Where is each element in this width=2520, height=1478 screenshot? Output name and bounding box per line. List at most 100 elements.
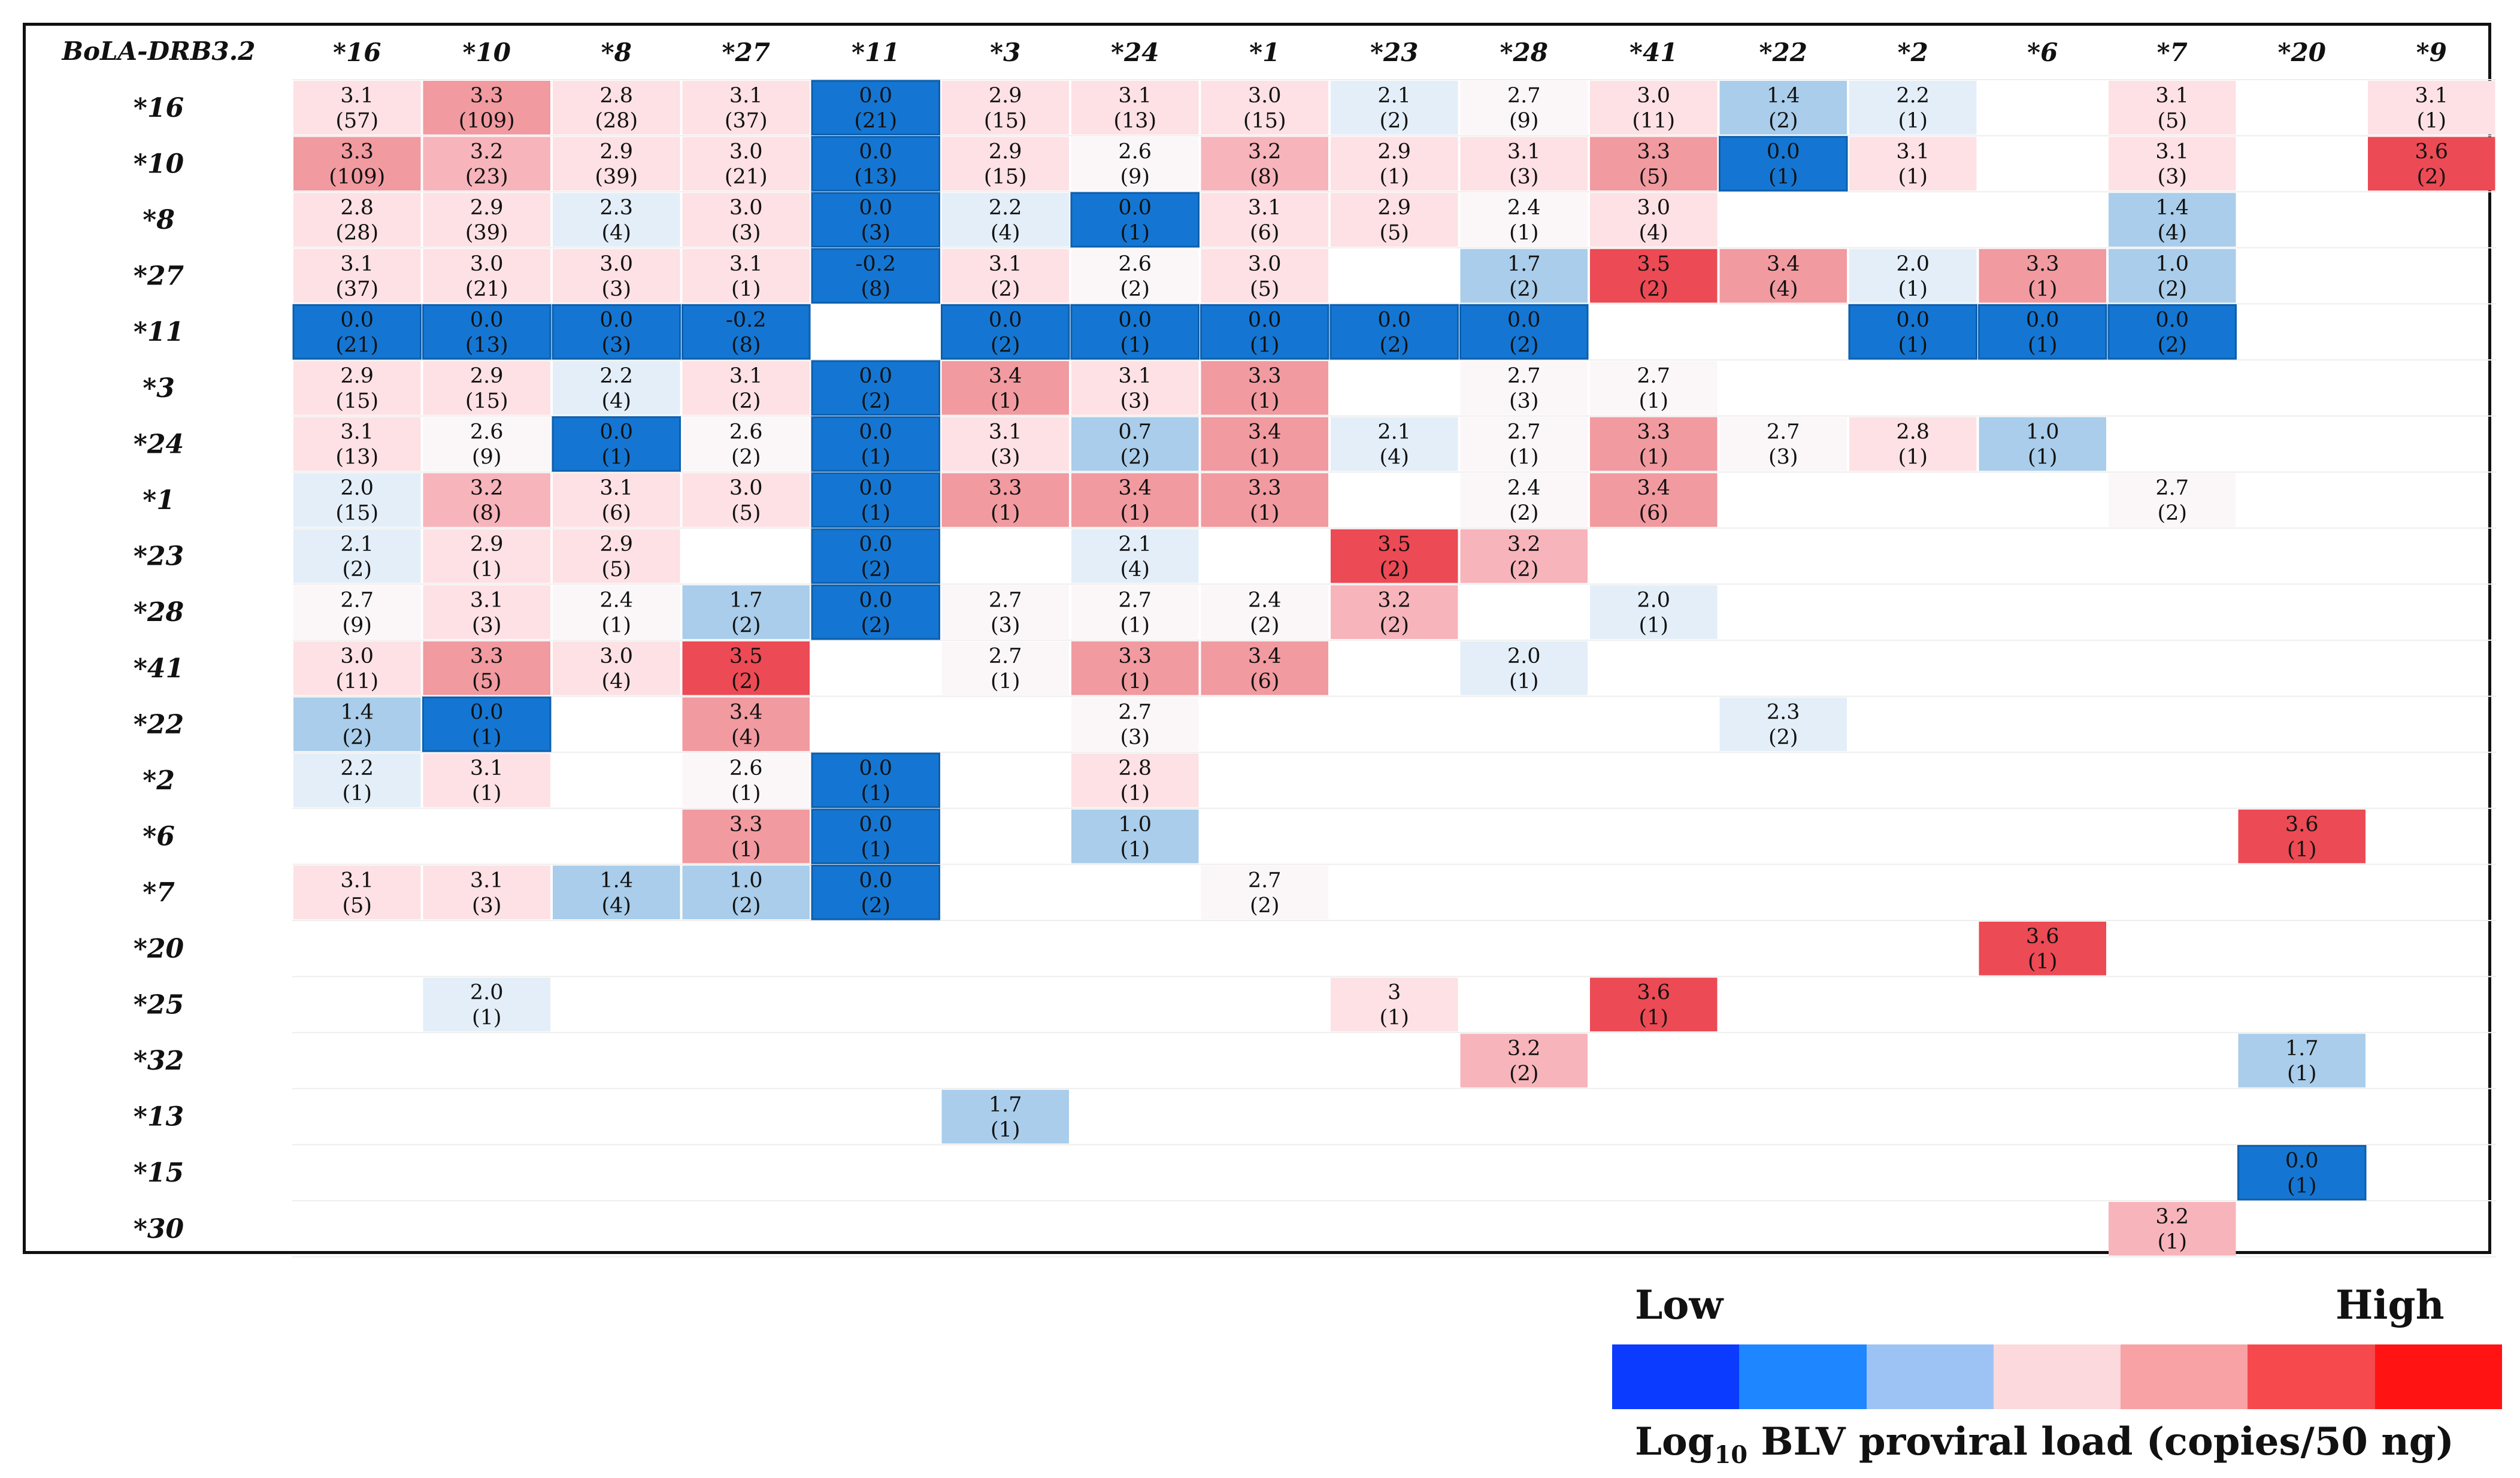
heatmap-cell <box>1331 81 1458 135</box>
column-header: *3 <box>990 38 1020 67</box>
cell-value: 2.8 <box>1118 756 1152 780</box>
heatmap-cell <box>553 529 680 583</box>
cell-value: 0.0 <box>2285 1149 2319 1173</box>
cell-count: (2) <box>1638 277 1668 301</box>
cell-count: (4) <box>2157 221 2187 245</box>
heatmap-cell <box>293 473 421 527</box>
heatmap-cell <box>682 585 810 639</box>
column-header: *10 <box>463 38 511 67</box>
heatmap-cell <box>682 753 810 807</box>
heatmap-cell <box>811 528 940 584</box>
cell-count: (1) <box>472 1006 502 1030</box>
cell-value: 0.0 <box>470 308 504 332</box>
cell-count: (1) <box>1898 165 1928 189</box>
cell-count: (13) <box>854 165 897 189</box>
row-label: *23 <box>134 541 184 572</box>
cell-count: (1) <box>601 613 631 637</box>
cell-value: 3.1 <box>1248 196 1282 220</box>
cell-value: 0.0 <box>470 701 504 725</box>
cell-value: 3.1 <box>340 84 374 108</box>
column-header: *23 <box>1370 38 1418 67</box>
cell-count: (21) <box>465 277 508 301</box>
heatmap-cell <box>1849 249 1977 303</box>
row-label: *15 <box>134 1158 184 1188</box>
heatmap-cell <box>423 585 550 639</box>
heatmap-cell <box>2109 137 2236 191</box>
cell-value: 2.0 <box>1507 644 1541 668</box>
heatmap-cell <box>1071 137 1199 191</box>
cell-value: 3.4 <box>1637 476 1670 500</box>
cell-value: 3.4 <box>1248 420 1282 444</box>
cell-count: (39) <box>595 165 638 189</box>
cell-count: (6) <box>1638 501 1668 525</box>
cell-count: (28) <box>335 221 378 245</box>
cell-count: (2) <box>1509 1062 1539 1086</box>
cell-count: (1) <box>1120 838 1150 862</box>
cell-count: (2) <box>342 726 372 750</box>
cell-count: (39) <box>465 221 508 245</box>
cell-count: (3) <box>731 221 761 245</box>
cell-count: (2) <box>731 613 761 637</box>
cell-count: (5) <box>1250 277 1280 301</box>
heatmap-cell <box>1331 137 1458 191</box>
cell-value: 3.4 <box>729 701 763 725</box>
cell-count: (2) <box>1120 446 1150 470</box>
heatmap-cell <box>1460 361 1588 415</box>
column-header: *16 <box>333 38 381 67</box>
heatmap-cell <box>941 193 1069 247</box>
cell-count: (2) <box>2157 333 2187 357</box>
heatmap-cell <box>2237 1144 2367 1201</box>
cell-count: (1) <box>472 558 502 581</box>
cell-count: (1) <box>1120 782 1150 805</box>
heatmap-cell <box>1071 753 1199 807</box>
cell-value: 2.6 <box>729 420 763 444</box>
heatmap-cell <box>1460 1034 1588 1088</box>
cell-count: (4) <box>731 726 761 750</box>
cell-value: 3.3 <box>1248 364 1282 388</box>
heatmap-cell <box>423 417 550 471</box>
legend-title: Log10 BLV proviral load (copies/50 ng) <box>1635 1419 2454 1469</box>
cell-value: 3.0 <box>1637 84 1670 108</box>
cell-count: (13) <box>1113 109 1156 133</box>
cell-count: (1) <box>472 782 502 805</box>
legend-high-label: High <box>2336 1282 2445 1328</box>
cell-count: (1) <box>1638 1006 1668 1030</box>
cell-count: (1) <box>861 446 891 470</box>
cell-value: 2.4 <box>599 588 633 612</box>
cell-count: (2) <box>342 558 372 581</box>
cell-value: 1.4 <box>2155 196 2189 220</box>
column-header: *9 <box>2416 38 2447 67</box>
heatmap-cell <box>423 753 550 807</box>
heatmap-cell <box>423 137 550 191</box>
cell-count: (2) <box>1768 109 1798 133</box>
cell-count: (5) <box>731 501 761 525</box>
cell-value: 2.9 <box>599 532 633 556</box>
heatmap-cell <box>1979 922 2106 976</box>
legend-title-subscript: 10 <box>1714 1440 1748 1469</box>
cell-count: (5) <box>1638 165 1668 189</box>
cell-value: 3.6 <box>2415 140 2448 164</box>
cell-count: (2) <box>861 613 891 637</box>
cell-value: 0.0 <box>340 308 374 332</box>
heatmap-cell <box>1071 585 1199 639</box>
heatmap-cell <box>553 193 680 247</box>
cell-count: (2) <box>731 446 761 470</box>
heatmap-cell <box>1201 137 1328 191</box>
heatmap-cell <box>292 304 422 360</box>
cell-value: 3.1 <box>989 252 1022 276</box>
heatmap-cell <box>423 249 550 303</box>
heatmap-cell <box>423 529 550 583</box>
heatmap-cell <box>1331 417 1458 471</box>
heatmap-cell <box>423 977 550 1032</box>
cell-value: 0.0 <box>1896 308 1930 332</box>
heatmap-cell <box>553 249 680 303</box>
row-label: *25 <box>134 989 184 1020</box>
cell-count: (5) <box>601 558 631 581</box>
cell-value: 2.7 <box>1507 84 1541 108</box>
heatmap-cell <box>1331 585 1458 639</box>
heatmap-cell <box>1329 304 1459 360</box>
row-label: *1 <box>143 485 175 516</box>
cell-count: (1) <box>861 838 891 862</box>
heatmap-cell <box>811 472 940 528</box>
cell-value: 3.6 <box>2285 813 2319 837</box>
